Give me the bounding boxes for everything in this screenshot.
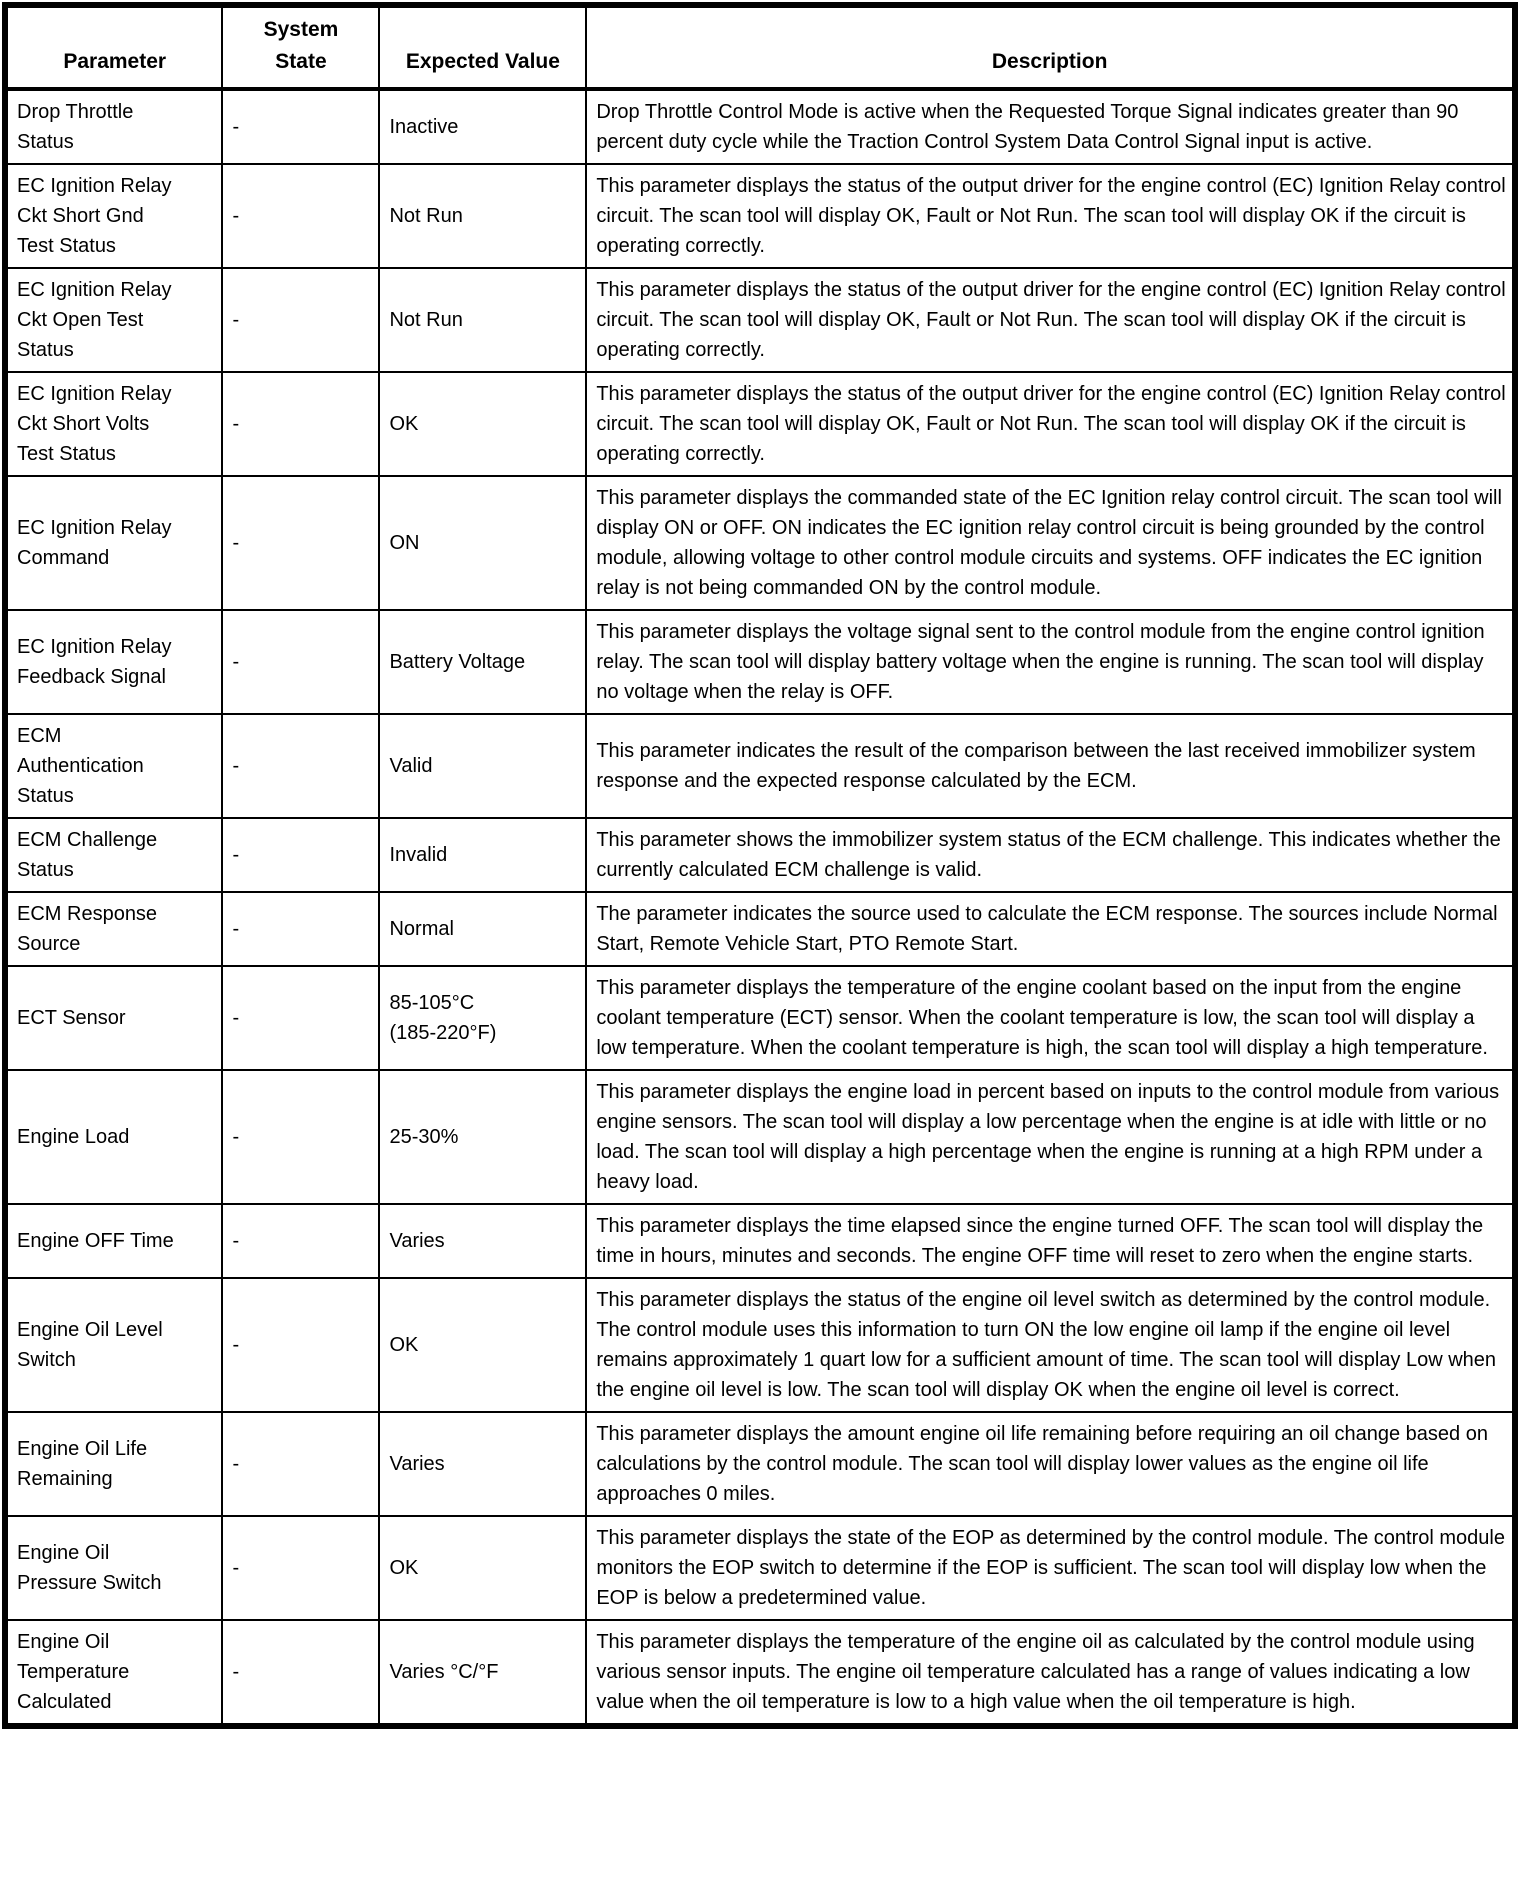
state-cell: - (221, 1515, 381, 1621)
parameter-table: Parameter System State Expected Value De… (2, 2, 1518, 1729)
table-row: EC Ignition Relay Feedback Signal - Batter… (3, 609, 1516, 715)
state-cell: - (221, 475, 381, 611)
value-cell: Invalid (378, 817, 588, 893)
param-cell: EC Ignition Relay Ckt Open Test Status (3, 267, 224, 373)
table-row: Engine OFF Time - Varies This parameter dis… (3, 1203, 1516, 1279)
value-cell: Battery Voltage (378, 609, 588, 715)
param-cell: Engine Load (3, 1069, 224, 1205)
document-page: Parameter System State Expected Value De… (2, 2, 1518, 1729)
state-cell: - (221, 891, 381, 967)
state-cell: - (221, 1069, 381, 1205)
desc-cell: This parameter indicates the result of t… (585, 713, 1516, 819)
desc-cell: This parameter displays the engine load … (585, 1069, 1516, 1205)
value-cell: OK (378, 1515, 588, 1621)
param-cell: Engine OFF Time (3, 1203, 224, 1279)
value-cell: Varies (378, 1411, 588, 1517)
desc-cell: Drop Throttle Control Mode is active whe… (585, 88, 1516, 165)
table-row: EC Ignition Relay Command - ON This paramet… (3, 475, 1516, 611)
table-row: EC Ignition Relay Ckt Short Gnd Test Sta… (3, 163, 1516, 269)
state-cell: - (221, 88, 381, 165)
desc-cell: This parameter displays the commanded st… (585, 475, 1516, 611)
column-header-description: Description (585, 4, 1516, 91)
state-cell: - (221, 267, 381, 373)
table-row: ECM Response Source - Normal The parameter … (3, 891, 1516, 967)
param-cell: ECM Authentication Status (3, 713, 224, 819)
param-cell: ECM Challenge Status (3, 817, 224, 893)
state-cell: - (221, 1203, 381, 1279)
table-row: Engine Oil Level Switch - OK This parameter… (3, 1277, 1516, 1413)
value-cell: 25-30% (378, 1069, 588, 1205)
desc-cell: This parameter displays the status of th… (585, 267, 1516, 373)
value-cell: Not Run (378, 267, 588, 373)
state-cell: - (221, 817, 381, 893)
state-cell: - (221, 1277, 381, 1413)
desc-cell: This parameter displays the voltage sign… (585, 609, 1516, 715)
table-row: EC Ignition Relay Ckt Open Test Status - N… (3, 267, 1516, 373)
desc-cell: This parameter displays the status of th… (585, 163, 1516, 269)
desc-cell: This parameter displays the status of th… (585, 1277, 1516, 1413)
state-cell: - (221, 1411, 381, 1517)
header-row: Parameter System State Expected Value De… (3, 4, 1516, 91)
value-cell: Valid (378, 713, 588, 819)
value-cell: OK (378, 371, 588, 477)
value-cell: OK (378, 1277, 588, 1413)
param-cell: EC Ignition Relay Command (3, 475, 224, 611)
desc-cell: This parameter displays the state of the… (585, 1515, 1516, 1621)
table-header: Parameter System State Expected Value De… (3, 4, 1516, 91)
desc-cell: This parameter displays the status of th… (585, 371, 1516, 477)
param-cell: EC Ignition Relay Ckt Short Volts Test S… (3, 371, 224, 477)
desc-cell: This parameter shows the immobilizer sys… (585, 817, 1516, 893)
table-row: ECM Authentication Status - Valid This para… (3, 713, 1516, 819)
param-cell: ECM Response Source (3, 891, 224, 967)
desc-cell: This parameter displays the time elapsed… (585, 1203, 1516, 1279)
param-cell: EC Ignition Relay Feedback Signal (3, 609, 224, 715)
value-cell: Not Run (378, 163, 588, 269)
state-cell: - (221, 713, 381, 819)
state-cell: - (221, 163, 381, 269)
column-header-parameter: Parameter (3, 4, 224, 91)
state-cell: - (221, 965, 381, 1071)
column-header-system-state: System State (221, 4, 381, 91)
column-header-expected-value: Expected Value (378, 4, 588, 91)
table-row: Engine Load -25-30% This parameter display… (3, 1069, 1516, 1205)
table-body: Drop Throttle Status - Inactive Drop Thrott… (3, 88, 1516, 1727)
table-row: ECT Sensor -85-105°C (185-220°F) This para… (3, 965, 1516, 1071)
value-cell: Normal (378, 891, 588, 967)
table-row: Engine Oil Temperature Calculated - Varies… (3, 1619, 1516, 1727)
param-cell: Engine Oil Level Switch (3, 1277, 224, 1413)
desc-cell: This parameter displays the temperature … (585, 1619, 1516, 1727)
value-cell: Varies °C/°F (378, 1619, 588, 1727)
param-cell: Engine Oil Pressure Switch (3, 1515, 224, 1621)
value-cell: Varies (378, 1203, 588, 1279)
table-row: EC Ignition Relay Ckt Short Volts Test S… (3, 371, 1516, 477)
value-cell: 85-105°C (185-220°F) (378, 965, 588, 1071)
param-cell: Drop Throttle Status (3, 88, 224, 165)
state-cell: - (221, 1619, 381, 1727)
desc-cell: This parameter displays the temperature … (585, 965, 1516, 1071)
desc-cell: This parameter displays the amount engin… (585, 1411, 1516, 1517)
state-cell: - (221, 609, 381, 715)
value-cell: Inactive (378, 88, 588, 165)
state-cell: - (221, 371, 381, 477)
value-cell: ON (378, 475, 588, 611)
desc-cell: The parameter indicates the source used … (585, 891, 1516, 967)
table-row: Engine Oil Life Remaining - Varies This par… (3, 1411, 1516, 1517)
param-cell: ECT Sensor (3, 965, 224, 1071)
param-cell: Engine Oil Temperature Calculated (3, 1619, 224, 1727)
table-row: ECM Challenge Status - Invalid This paramet… (3, 817, 1516, 893)
table-row: Drop Throttle Status - Inactive Drop Thrott… (3, 88, 1516, 165)
param-cell: Engine Oil Life Remaining (3, 1411, 224, 1517)
param-cell: EC Ignition Relay Ckt Short Gnd Test Sta… (3, 163, 224, 269)
table-row: Engine Oil Pressure Switch - OK This parame… (3, 1515, 1516, 1621)
